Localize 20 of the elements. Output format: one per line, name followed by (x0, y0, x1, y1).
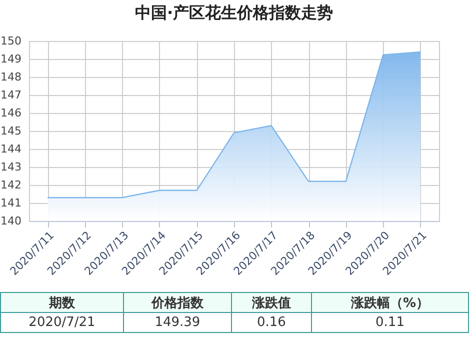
y-tick-label: 145 (0, 124, 22, 138)
text: 0.16 (231, 312, 312, 332)
text: 涨跌值 (231, 292, 312, 312)
y-tick-label: 148 (0, 70, 22, 84)
y-tick-label: 150 (0, 34, 22, 48)
text: 149.39 (124, 312, 232, 332)
y-tick-label: 143 (0, 160, 22, 174)
y-tick-label: 140 (0, 214, 22, 228)
text: 期数 (0, 292, 124, 312)
y-tick-label: 142 (0, 178, 22, 192)
text: 价格指数 (124, 292, 232, 312)
chart-title: 中国·产区花生价格指数走势 (134, 3, 334, 22)
y-tick-label: 147 (0, 88, 22, 102)
text: 涨跌幅（%） (312, 292, 468, 312)
y-tick-label: 144 (0, 142, 22, 156)
text: 2020/7/21 (0, 312, 124, 332)
text: 0.11 (312, 312, 468, 332)
y-tick-label: 146 (0, 106, 22, 120)
y-tick-label: 141 (0, 196, 22, 210)
y-tick-label: 149 (0, 52, 22, 66)
